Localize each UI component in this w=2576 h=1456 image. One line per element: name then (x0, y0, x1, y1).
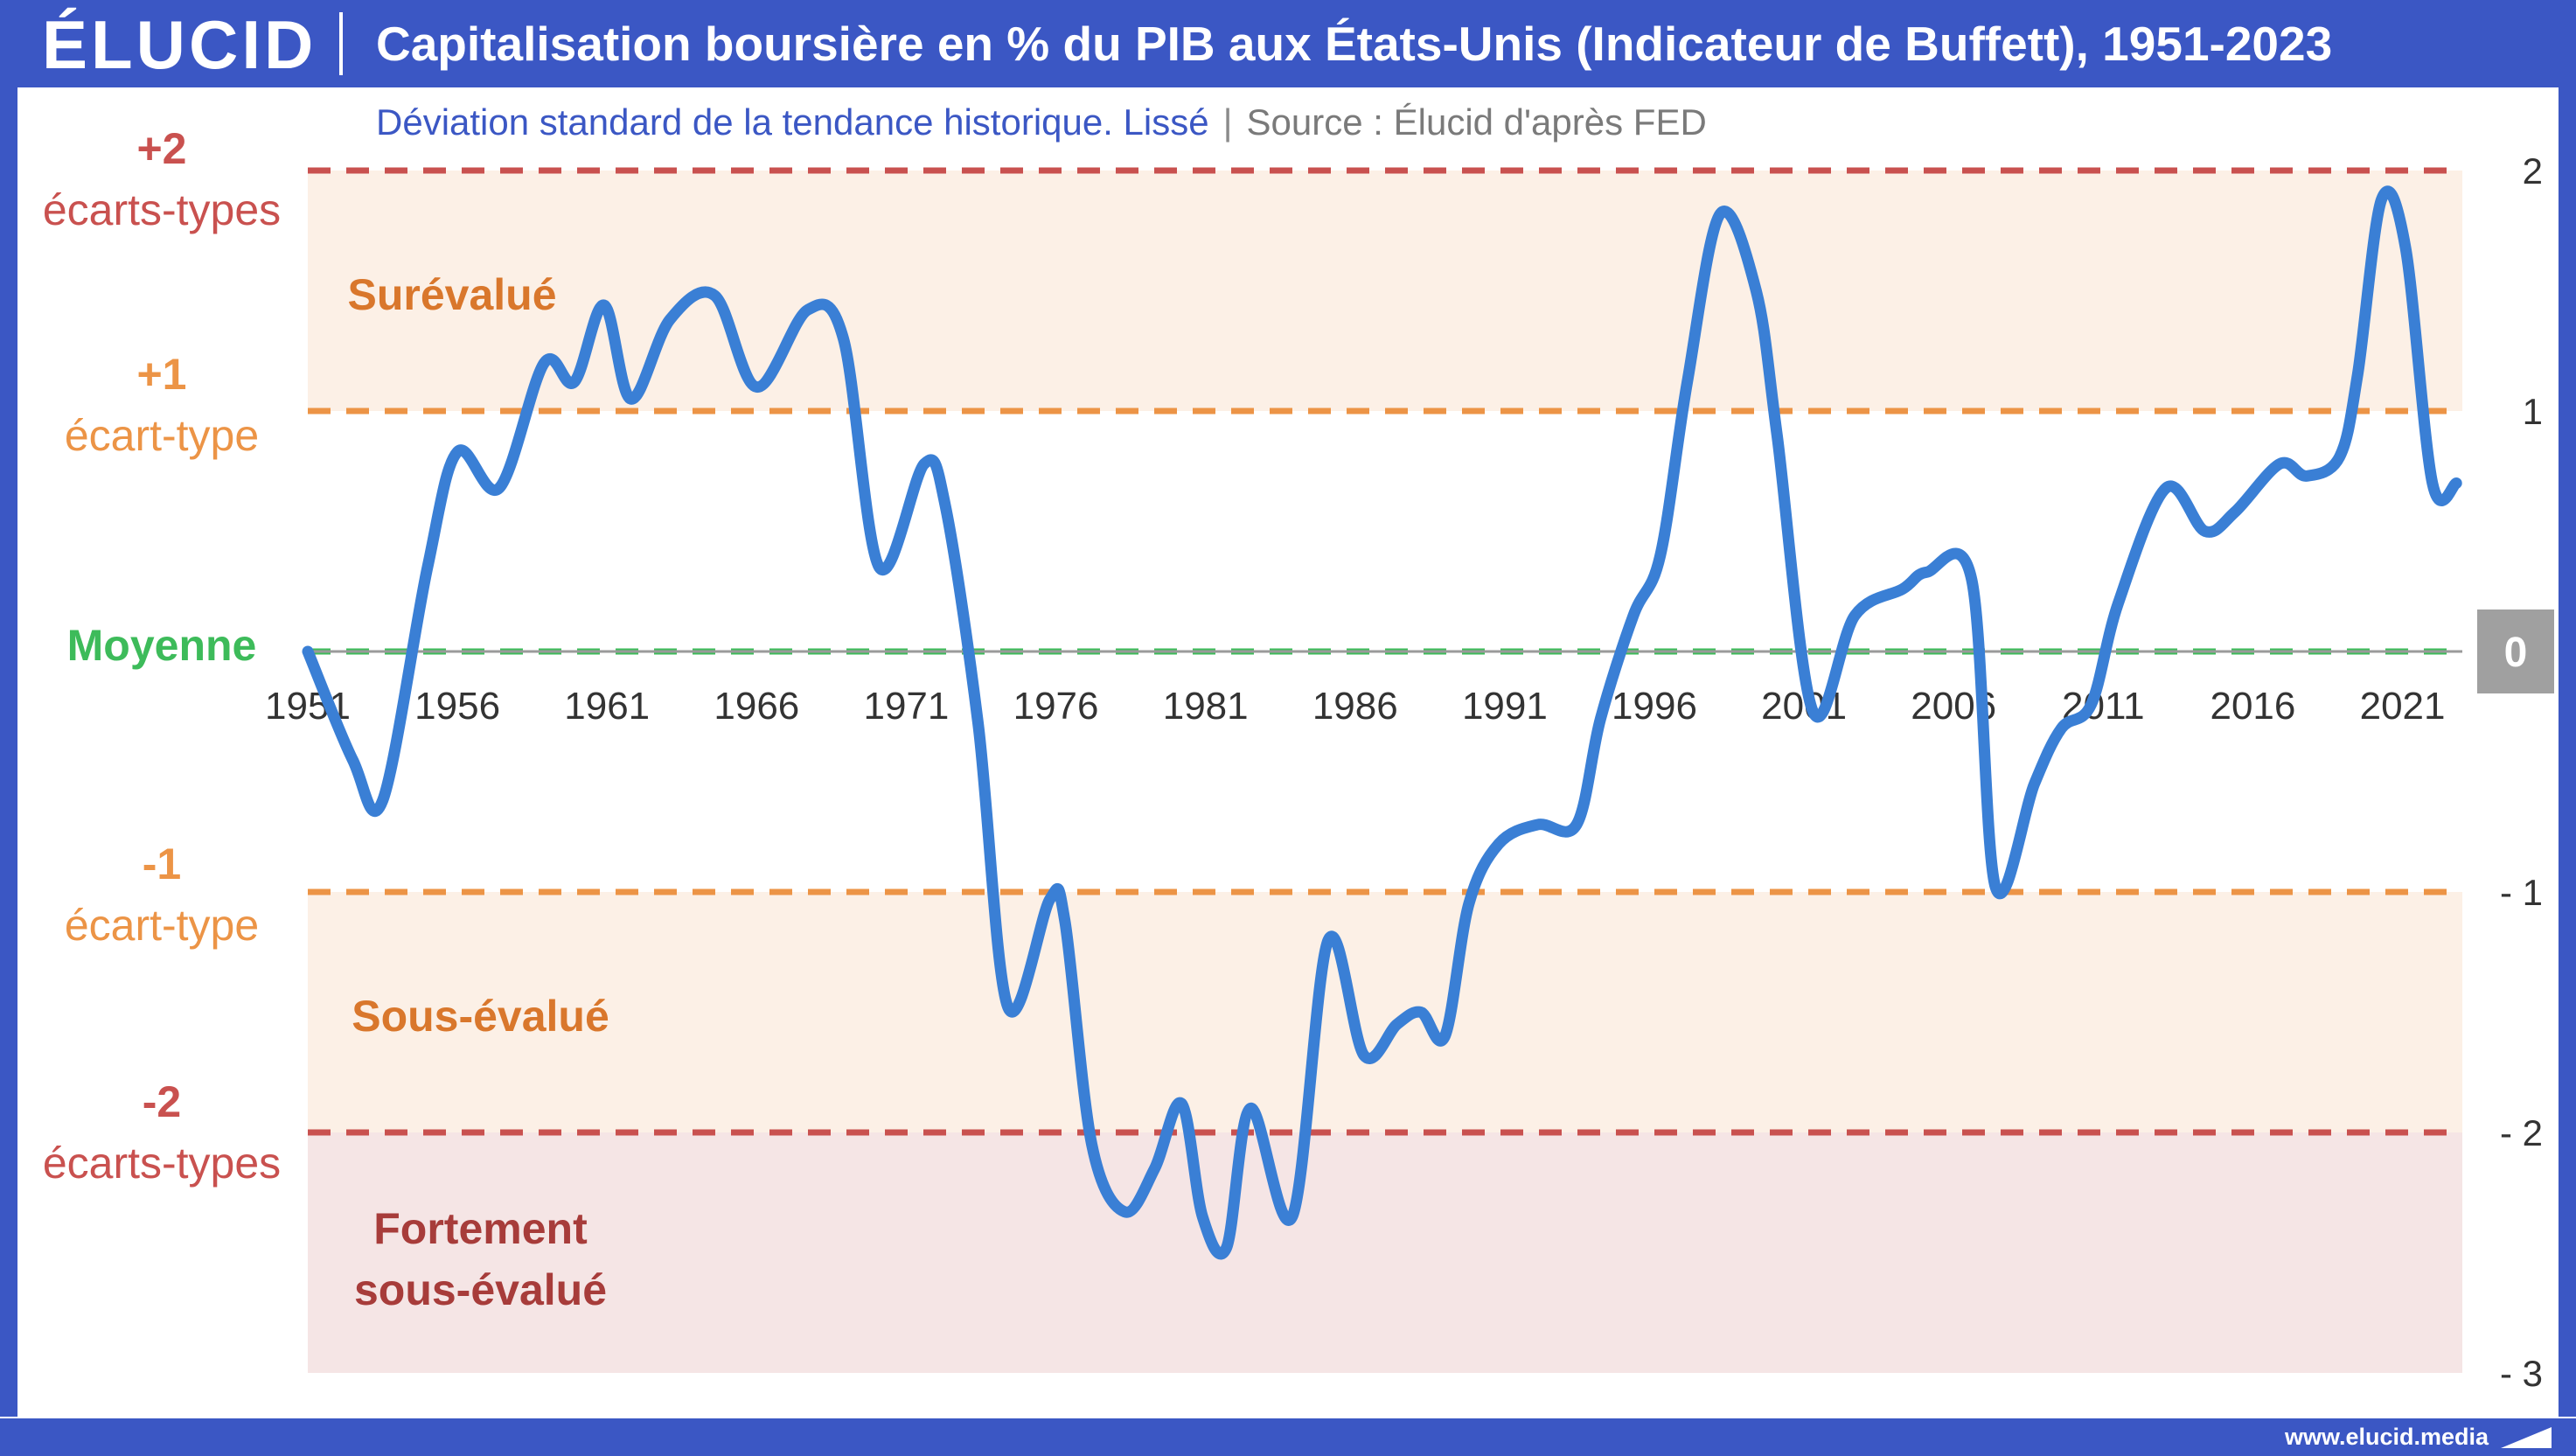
x-tick-label: 2016 (2210, 685, 2295, 728)
x-tick-label: 1991 (1462, 685, 1548, 728)
label-plus-2sd-value: +2 (136, 124, 187, 173)
zero-badge (2477, 610, 2554, 693)
label-minus-1sd-text: écart-type (64, 901, 260, 950)
subtitle-note: Déviation standard de la tendance histor… (376, 101, 1209, 143)
y-tick-label: - 1 (2500, 872, 2543, 913)
frame-left (0, 87, 17, 1417)
x-tick-label: 1996 (1612, 685, 1697, 728)
y-tick-label: - 2 (2500, 1112, 2543, 1153)
zone-undervalued: Sous-évalué (352, 992, 609, 1041)
chart-title: Capitalisation boursière en % du PIB aux… (376, 17, 2333, 71)
elucid-arrow-icon (2501, 1427, 2552, 1448)
zone-strongly-undervalued-line2: sous-évalué (353, 1265, 607, 1314)
band-overvalued (308, 171, 2462, 411)
x-tick-label: 1956 (414, 685, 500, 728)
zone-strongly-undervalued-line1: Fortement (373, 1204, 588, 1253)
band-undervalued (308, 892, 2462, 1132)
label-plus-1sd-value: +1 (136, 350, 187, 399)
valuation-bands (308, 171, 2462, 1373)
footer-url: www.elucid.media (2284, 1424, 2489, 1450)
label-minus-2sd-value: -2 (142, 1077, 182, 1126)
header-bar: ÉLUCID Capitalisation boursière en % du … (0, 0, 2576, 87)
elucid-logo: ÉLUCID (42, 6, 317, 83)
x-tick-label: 1971 (863, 685, 949, 728)
zone-overvalued: Surévalué (347, 270, 557, 319)
x-tick-label: 1961 (564, 685, 650, 728)
band-strongly-undervalued (308, 1132, 2462, 1373)
y-tick-label: 0 (2504, 630, 2528, 676)
subtitle-separator: | (1222, 101, 1233, 143)
y-tick-label: 1 (2523, 391, 2543, 432)
y-tick-labels: 2 1 0 - 1 - 2 - 3 (2477, 150, 2554, 1394)
label-minus-2sd-text: écarts-types (42, 1139, 282, 1188)
x-tick-label: 1976 (1013, 685, 1099, 728)
footer-bar: www.elucid.media (0, 1418, 2576, 1456)
label-mean: Moyenne (66, 621, 257, 670)
x-tick-labels: 1951 1956 1961 1966 1971 1976 1981 1986 1991 1996… (265, 685, 2445, 728)
header-divider (339, 12, 343, 75)
label-minus-1sd-value: -1 (142, 839, 182, 888)
label-plus-2sd: +2 écarts-types (0, 118, 324, 240)
label-plus-2sd-text: écarts-types (42, 185, 282, 234)
source-text: Source : Élucid d'après FED (1246, 101, 1707, 143)
label-plus-1sd: +1 écart-type (0, 344, 324, 466)
series-line (302, 185, 2462, 1260)
x-tick-label: 1981 (1163, 685, 1249, 728)
label-minus-2sd: -2 écarts-types (0, 1071, 324, 1194)
y-tick-label: - 3 (2500, 1353, 2543, 1394)
x-tick-label: 1986 (1312, 685, 1398, 728)
x-tick-label: 1966 (714, 685, 799, 728)
chart-subtitle: Déviation standard de la tendance histor… (376, 96, 1707, 149)
frame-right (2559, 87, 2576, 1417)
label-plus-1sd-text: écart-type (64, 411, 260, 460)
label-minus-1sd: -1 écart-type (0, 833, 324, 956)
zone-strongly-undervalued: Fortement sous-évalué (308, 1198, 653, 1320)
y-tick-label: 2 (2523, 150, 2543, 192)
x-tick-label: 2021 (2360, 685, 2446, 728)
